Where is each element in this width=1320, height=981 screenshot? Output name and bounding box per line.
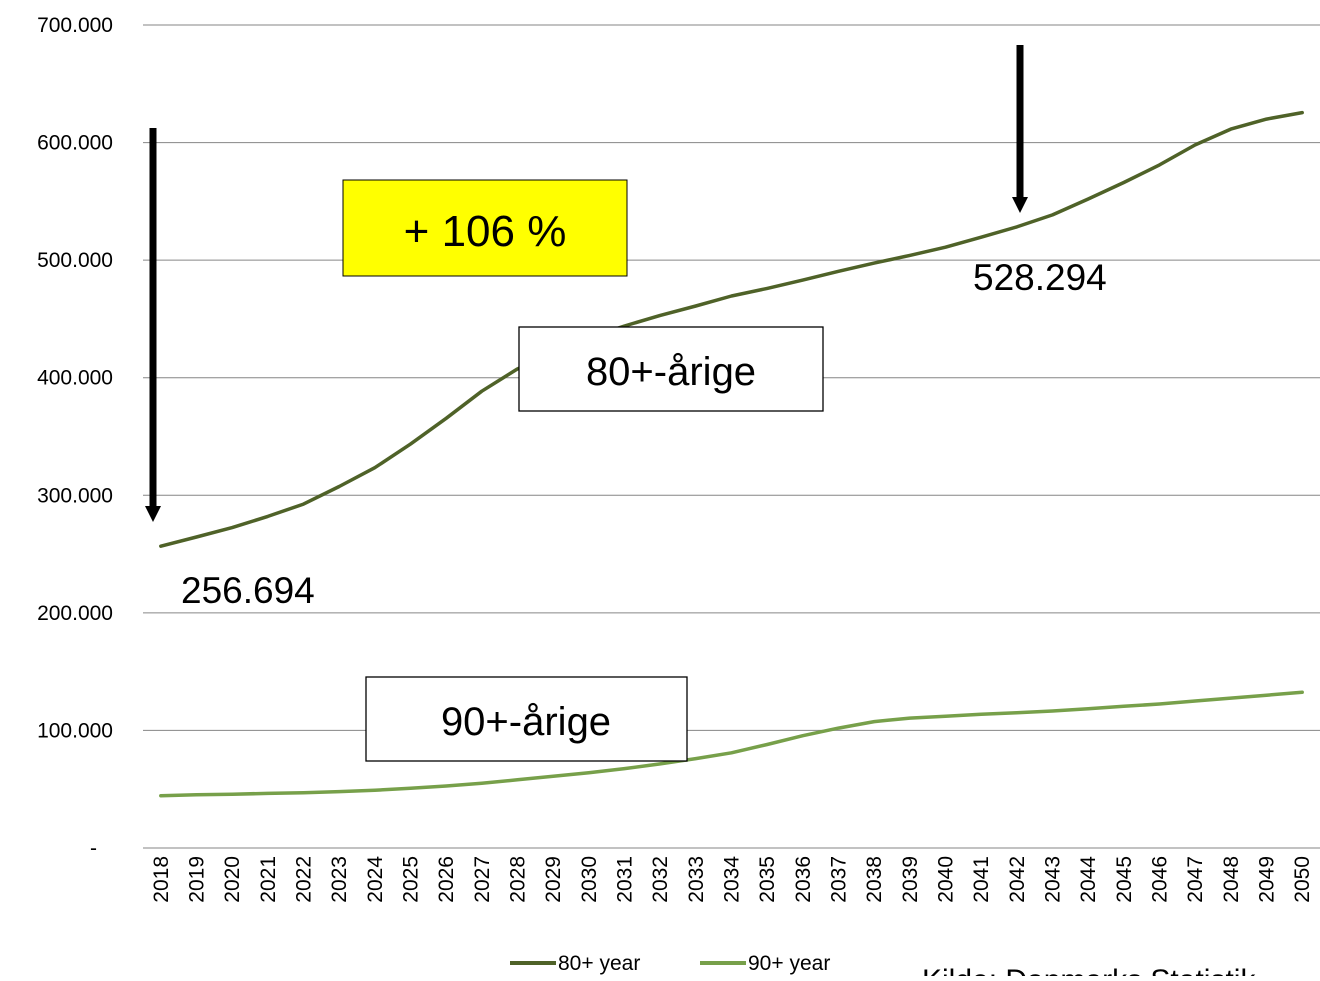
x-tick-label: 2039 [899,856,922,903]
x-tick-label: 2034 [721,856,744,903]
series1-callout: 80+-årige [518,326,824,412]
growth-badge-bg [342,179,628,277]
x-tick-label: 2021 [257,856,280,903]
x-tick-label: 2035 [756,856,779,903]
x-tick-label: 2037 [828,856,851,903]
gridlines [143,24,1320,731]
series2-callout: 90+-årige [365,676,688,762]
y-tick-label: 400.000 [37,367,113,390]
start-value-label: 256.694 [181,570,315,611]
legend-label-80: 80+ year [558,952,640,975]
x-tick-label: 2020 [221,856,244,903]
y-tick-label: 600.000 [37,132,113,155]
y-axis: - 100.000 200.000 300.000 400.000 500.000 600.… [37,14,113,860]
x-tick-label: 2045 [1113,856,1136,903]
x-tick-label: 2050 [1291,856,1314,903]
legend-label-90: 90+ year [748,952,830,975]
x-tick-label: 2044 [1077,856,1100,903]
x-tick-label: 2026 [435,856,458,903]
start-arrow [145,128,161,522]
x-tick-label: 2018 [150,856,173,903]
end-arrow [1012,45,1028,213]
x-tick-label: 2036 [792,856,815,903]
series-line-90plus [159,690,1304,798]
x-tick-label: 2049 [1256,856,1279,903]
x-tick-label: 2043 [1042,856,1065,903]
y-tick-label: 100.000 [37,719,113,742]
y-tick-label: 300.000 [37,484,113,507]
y-tick-label: 200.000 [37,602,113,625]
y-tick-label: - [90,837,97,860]
growth-badge: + 106 % [342,179,628,277]
x-tick-label: 2047 [1184,856,1207,903]
x-tick-label: 2046 [1149,856,1172,903]
x-tick-label: 2032 [649,856,672,903]
x-tick-label: 2019 [186,856,209,903]
x-tick-label: 2033 [685,856,708,903]
x-tick-label: 2028 [507,856,530,903]
y-tick-label: 700.000 [37,14,113,37]
x-tick-label: 2048 [1220,856,1243,903]
series1-callout-label: 80+-årige [586,350,756,394]
x-axis: 2018 2019 2020 2021 2022 2023 2024 2025 2026 2027… [143,847,1320,903]
end-value-label: 528.294 [973,257,1107,298]
x-tick-label: 2022 [293,856,316,903]
x-tick-label: 2024 [364,856,387,903]
x-tick-label: 2042 [1006,856,1029,903]
series-line-80plus [159,110,1304,548]
series-lines [159,110,1304,798]
x-tick-label: 2040 [935,856,958,903]
x-tick-label: 2027 [471,856,494,903]
series2-callout-label: 90+-årige [441,700,611,744]
x-tick-label: 2038 [863,856,886,903]
source-label: Kilde: Danmarks Statistik [922,964,1256,976]
x-tick-label: 2023 [328,856,351,903]
legend: 80+ year 90+ year [510,952,830,975]
y-tick-label: 500.000 [37,249,113,272]
x-tick-label: 2041 [970,856,993,903]
x-tick-label: 2030 [578,856,601,903]
x-tick-label: 2025 [400,856,423,903]
x-tick-label: 2029 [542,856,565,903]
x-tick-label: 2031 [614,856,637,903]
growth-label: + 106 % [404,207,567,256]
